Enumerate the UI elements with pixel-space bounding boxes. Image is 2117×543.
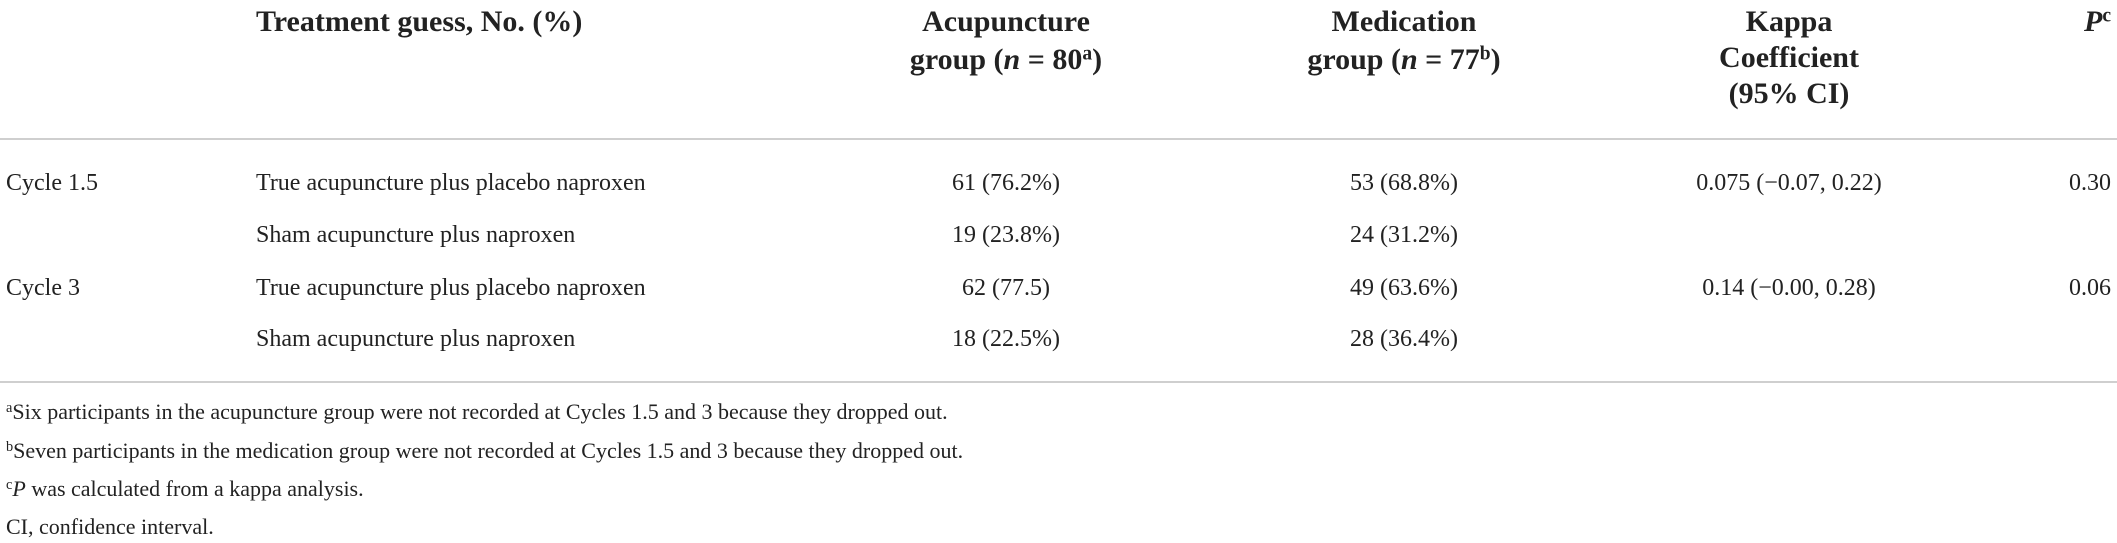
cell-cycle: Cycle 3 [6,275,80,301]
cell-p: 0.06 [2069,275,2111,301]
footnote-marker: a [6,399,13,416]
header-kappa: (95% CI) [1728,77,1850,110]
cell-p: 0.30 [2069,170,2111,196]
text: ) [1490,43,1501,76]
footnote-text: Six participants in the acupuncture grou… [12,399,948,424]
cell-acupuncture: 18 (22.5%) [952,326,1060,352]
text: = 80 [1020,43,1083,76]
cell-kappa: 0.075 (−0.07, 0.22) [1696,170,1882,196]
footnote-var: P [12,476,26,501]
header-kappa: Coefficient [1719,41,1859,74]
footnote-text: Seven participants in the medication gro… [13,438,964,463]
footnote: bSeven participants in the medication gr… [6,436,963,466]
text: group ( [909,43,1004,76]
footnote: cP was calculated from a kappa analysis. [6,474,364,504]
footnote: aSix participants in the acupuncture gro… [6,397,948,427]
text: n [1003,43,1021,76]
cell-medication: 49 (63.6%) [1350,275,1458,301]
footnote: CI, confidence interval. [6,512,214,542]
cell-acupuncture: 61 (76.2%) [952,170,1060,196]
footnote-marker: c [6,476,13,493]
rule [0,381,2117,383]
cell-medication: 53 (68.8%) [1350,170,1458,196]
text: group ( [1307,43,1401,76]
header-medication: Medication [1331,5,1477,38]
cell-guess: True acupuncture plus placebo naproxen [256,170,646,196]
cell-cycle: Cycle 1.5 [6,170,98,196]
header-kappa: Kappa [1745,5,1833,38]
cell-kappa: 0.14 (−0.00, 0.28) [1702,275,1876,301]
text: n [1400,43,1418,76]
text: = 77 [1417,43,1480,76]
cell-acupuncture: 19 (23.8%) [952,222,1060,248]
header-medication-n: group (n = 77b) [1307,42,1500,78]
rule [0,138,2117,140]
header-guess: Treatment guess, No. (%) [256,5,583,38]
sup: a [1082,43,1093,65]
header-acupuncture: Acupuncture [922,5,1090,38]
cell-medication: 28 (36.4%) [1350,326,1458,352]
footnote-text: CI, confidence interval. [6,514,214,539]
sup: b [1479,43,1491,65]
header-acupuncture-n: group (n = 80a) [910,42,1102,78]
text: P [2084,5,2103,38]
cell-acupuncture: 62 (77.5) [962,275,1050,301]
text: ) [1092,43,1103,76]
footnote-marker: b [6,438,14,455]
footnote-text: was calculated from a kappa analysis. [25,476,364,501]
cell-medication: 24 (31.2%) [1350,222,1458,248]
cell-guess: Sham acupuncture plus naproxen [256,326,576,352]
cell-guess: Sham acupuncture plus naproxen [256,222,576,248]
header-p: Pc [2084,4,2111,40]
sup: c [2102,5,2111,27]
cell-guess: True acupuncture plus placebo naproxen [256,275,646,301]
